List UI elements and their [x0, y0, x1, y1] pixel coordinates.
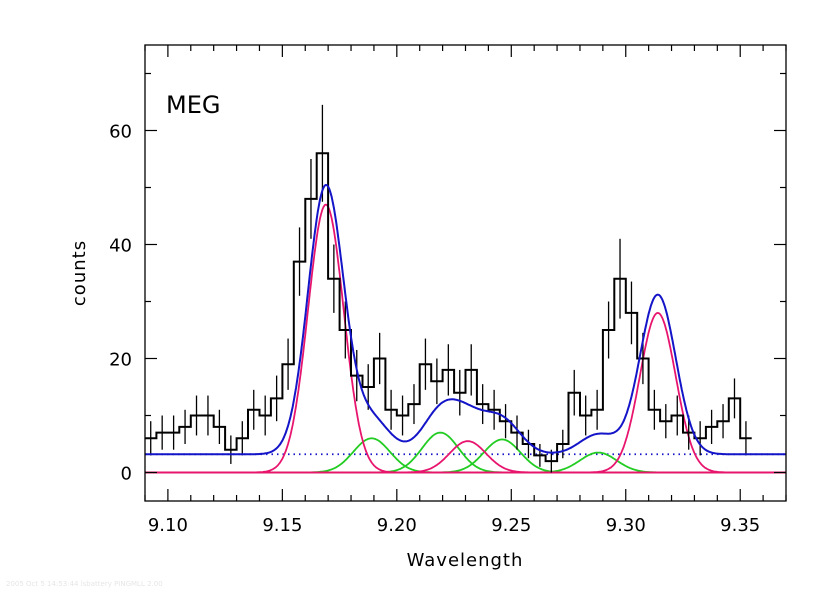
x-axis-label: Wavelength: [407, 550, 524, 571]
x-tick-label: 9.20: [377, 515, 417, 536]
x-tick-label: 9.10: [148, 515, 188, 536]
component-line-9-314: [145, 311, 786, 474]
plot-content: [145, 104, 786, 474]
y-tick-label: 60: [109, 122, 132, 143]
y-axis-label: counts: [69, 240, 90, 306]
y-tick-label: 20: [109, 350, 132, 371]
x-tick-label: 9.25: [491, 515, 531, 536]
axes: 9.10 9.15 9.20 9.25 9.30 9.35 0 20 40 60: [109, 45, 787, 536]
x-tick-label: 9.30: [606, 515, 646, 536]
x-tick-label: 9.35: [720, 515, 760, 536]
plot-area: [145, 104, 786, 474]
footer-stamp: 2005 Oct 5 14:53:44 lsbattery PINGMLL 2.…: [6, 580, 163, 588]
panel-label: MEG: [166, 91, 220, 119]
data-histogram: [145, 152, 752, 463]
y-tick-label: 0: [121, 464, 132, 485]
x-tick-label: 9.15: [262, 515, 302, 536]
y-tick-label: 40: [109, 236, 132, 257]
total-model-line: [145, 183, 786, 456]
